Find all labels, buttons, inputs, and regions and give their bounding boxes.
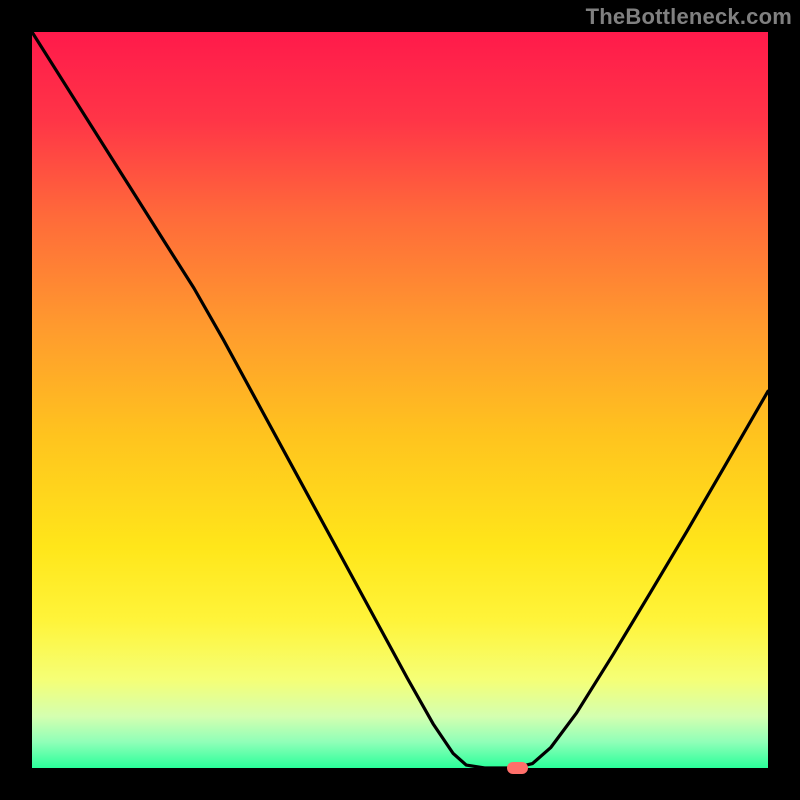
plot-svg [32,32,768,768]
plot-area [32,32,768,768]
watermark-text: TheBottleneck.com [586,4,792,30]
background-gradient [32,32,768,768]
highlight-marker [507,762,528,774]
chart-frame: TheBottleneck.com [0,0,800,800]
